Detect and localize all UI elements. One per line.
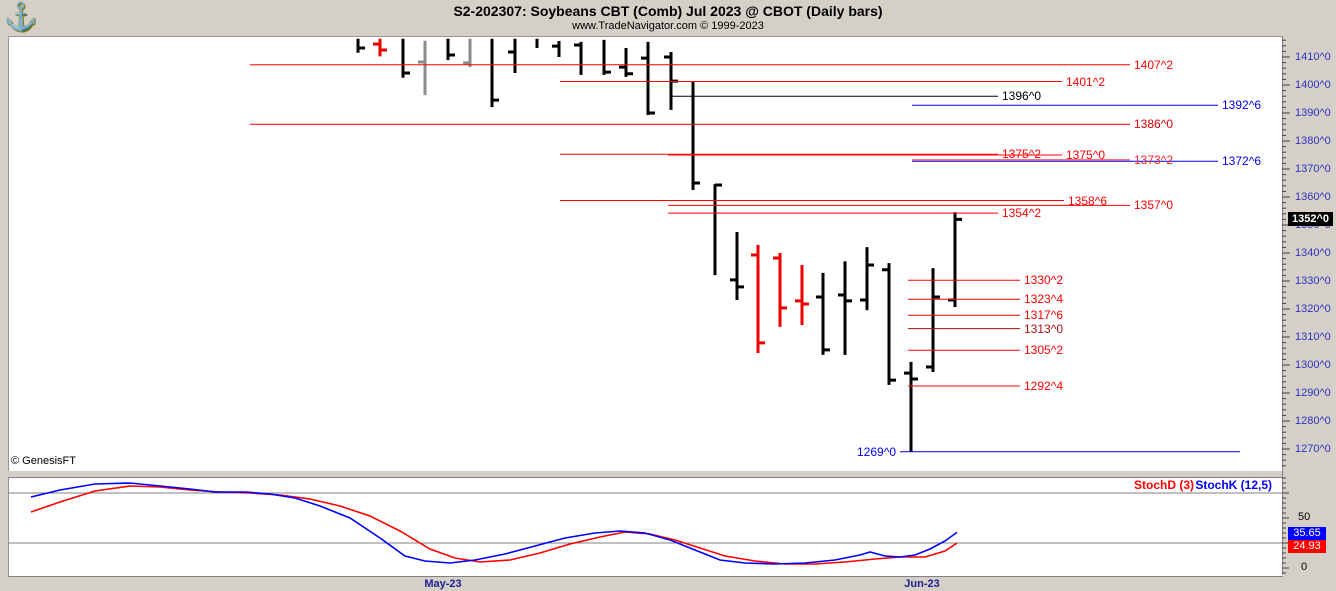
price-axis-label: 1370^0 xyxy=(1295,163,1331,175)
level-label: 1313^0 xyxy=(1024,321,1063,336)
level-label: 1354^2 xyxy=(1002,206,1041,221)
level-label: 1392^6 xyxy=(1222,98,1261,113)
price-axis-label: 1390^0 xyxy=(1295,107,1331,119)
level-label: 1330^2 xyxy=(1024,273,1063,288)
price-axis-label: 1330^0 xyxy=(1295,275,1331,287)
price-axis-label: 1360^0 xyxy=(1295,191,1331,203)
genesisft-watermark: © GenesisFT xyxy=(11,455,76,467)
price-axis-label: 1280^0 xyxy=(1295,415,1331,427)
chart-title: S2-202307: Soybeans CBT (Comb) Jul 2023 … xyxy=(453,3,883,19)
date-axis[interactable] xyxy=(0,577,1336,591)
level-label: 1386^0 xyxy=(1134,117,1173,132)
level-label: 1396^0 xyxy=(1002,89,1041,104)
stoch-scale-50: 50 xyxy=(1298,511,1311,523)
stochd-legend-label[interactable]: StochD (3) xyxy=(1134,478,1194,492)
stoch-scale-0: 0 xyxy=(1301,561,1308,573)
level-label: 1305^2 xyxy=(1024,343,1063,358)
price-axis-label: 1320^0 xyxy=(1295,303,1331,315)
stochd-value-badge: 24.93 xyxy=(1288,540,1326,553)
price-axis-label: 1380^0 xyxy=(1295,135,1331,147)
stochastic-panel-canvas[interactable] xyxy=(8,477,1283,578)
last-price-badge: 1352^0 xyxy=(1288,212,1333,226)
price-axis-label: 1400^0 xyxy=(1295,79,1331,91)
price-axis-label: 1410^0 xyxy=(1295,51,1331,63)
price-axis-label: 1290^0 xyxy=(1295,387,1331,399)
stochk-legend-label[interactable]: StochK (12,5) xyxy=(1195,478,1272,492)
level-label: 1401^2 xyxy=(1066,74,1105,89)
price-axis-label: 1270^0 xyxy=(1295,443,1331,455)
price-axis-label: 1310^0 xyxy=(1295,331,1331,343)
level-label: 1375^2 xyxy=(1002,147,1041,162)
level-label: 1269^0 xyxy=(857,444,896,459)
level-label: 1375^0 xyxy=(1066,148,1105,162)
level-label: 1372^6 xyxy=(1222,154,1261,169)
xaxis-label-may23: May-23 xyxy=(424,578,462,590)
chart-subtitle: www.TradeNavigator.com © 1999-2023 xyxy=(572,20,764,32)
level-label: 1358^6 xyxy=(1068,193,1107,208)
price-axis-label: 1340^0 xyxy=(1295,247,1331,259)
level-label: 1323^4 xyxy=(1024,292,1063,307)
sextant-icon: ⚓ xyxy=(4,2,38,32)
level-label: 1317^6 xyxy=(1024,308,1063,323)
level-label: 1407^2 xyxy=(1134,57,1173,72)
axis-divider xyxy=(1282,36,1283,575)
price-chart-canvas[interactable] xyxy=(8,36,1283,471)
price-axis-label: 1300^0 xyxy=(1295,359,1331,371)
level-label: 1357^0 xyxy=(1134,198,1173,213)
level-label: 1373^2 xyxy=(1134,152,1173,167)
stochk-value-badge: 35.65 xyxy=(1288,527,1326,540)
xaxis-label-jun23: Jun-23 xyxy=(904,578,940,590)
level-label: 1292^4 xyxy=(1024,379,1063,393)
